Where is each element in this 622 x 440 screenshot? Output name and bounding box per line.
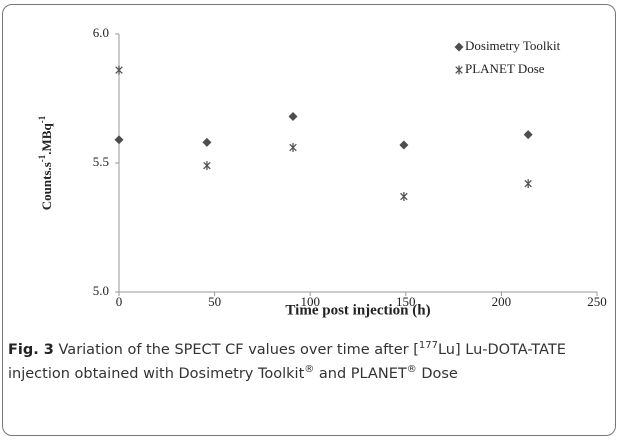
chart: Counts.s-1.MBq-1 Time post injection (h)… <box>37 25 607 318</box>
diamond-marker <box>454 42 464 52</box>
x-tick-label: 250 <box>587 294 607 309</box>
diamond-marker <box>114 135 124 145</box>
caption-sup: 177 <box>418 340 438 352</box>
x-tick-label: 200 <box>492 294 512 309</box>
caption-label: Fig. 3 <box>8 342 54 358</box>
asterisk-marker <box>455 65 463 75</box>
x-tick-label: 0 <box>116 294 123 309</box>
figure-frame <box>2 4 616 436</box>
y-label-sup: -1 <box>37 154 47 162</box>
diamond-marker <box>288 112 298 122</box>
diamond-marker <box>523 130 533 140</box>
caption-text: Lu] Lu-DOTA-TATE injection obtained with… <box>8 342 566 382</box>
caption: Fig. 3 Variation of the SPECT CF values … <box>8 338 608 386</box>
y-tick-label: 6.0 <box>93 25 109 40</box>
caption-text: Dose <box>416 366 458 382</box>
diamond-marker <box>202 137 212 147</box>
caption-sup: ® <box>304 364 315 376</box>
x-tick-label: 50 <box>208 294 221 309</box>
y-axis-label: Counts.s-1.MBq-1 <box>37 115 54 210</box>
asterisk-marker <box>203 161 211 171</box>
legend-label: PLANET Dose <box>465 61 545 76</box>
y-label-part: .MBq <box>39 122 54 154</box>
diamond-marker <box>399 140 409 150</box>
y-tick-label: 5.5 <box>93 154 109 169</box>
caption-text: and PLANET <box>314 366 407 382</box>
x-axis-label: Time post injection (h) <box>285 302 430 318</box>
x-tick-label: 150 <box>396 294 416 309</box>
caption-text: Variation of the SPECT CF values over ti… <box>53 342 419 358</box>
asterisk-marker <box>524 179 532 189</box>
legend-label: Dosimetry Toolkit <box>465 38 561 53</box>
y-tick-label: 5.0 <box>93 283 109 298</box>
caption-sup: ® <box>406 364 417 376</box>
asterisk-marker <box>400 192 408 202</box>
asterisk-marker <box>115 65 123 75</box>
y-label-part: Counts.s <box>39 162 54 210</box>
asterisk-marker <box>289 143 297 153</box>
y-label-sup: -1 <box>37 115 47 123</box>
x-tick-label: 100 <box>300 294 320 309</box>
